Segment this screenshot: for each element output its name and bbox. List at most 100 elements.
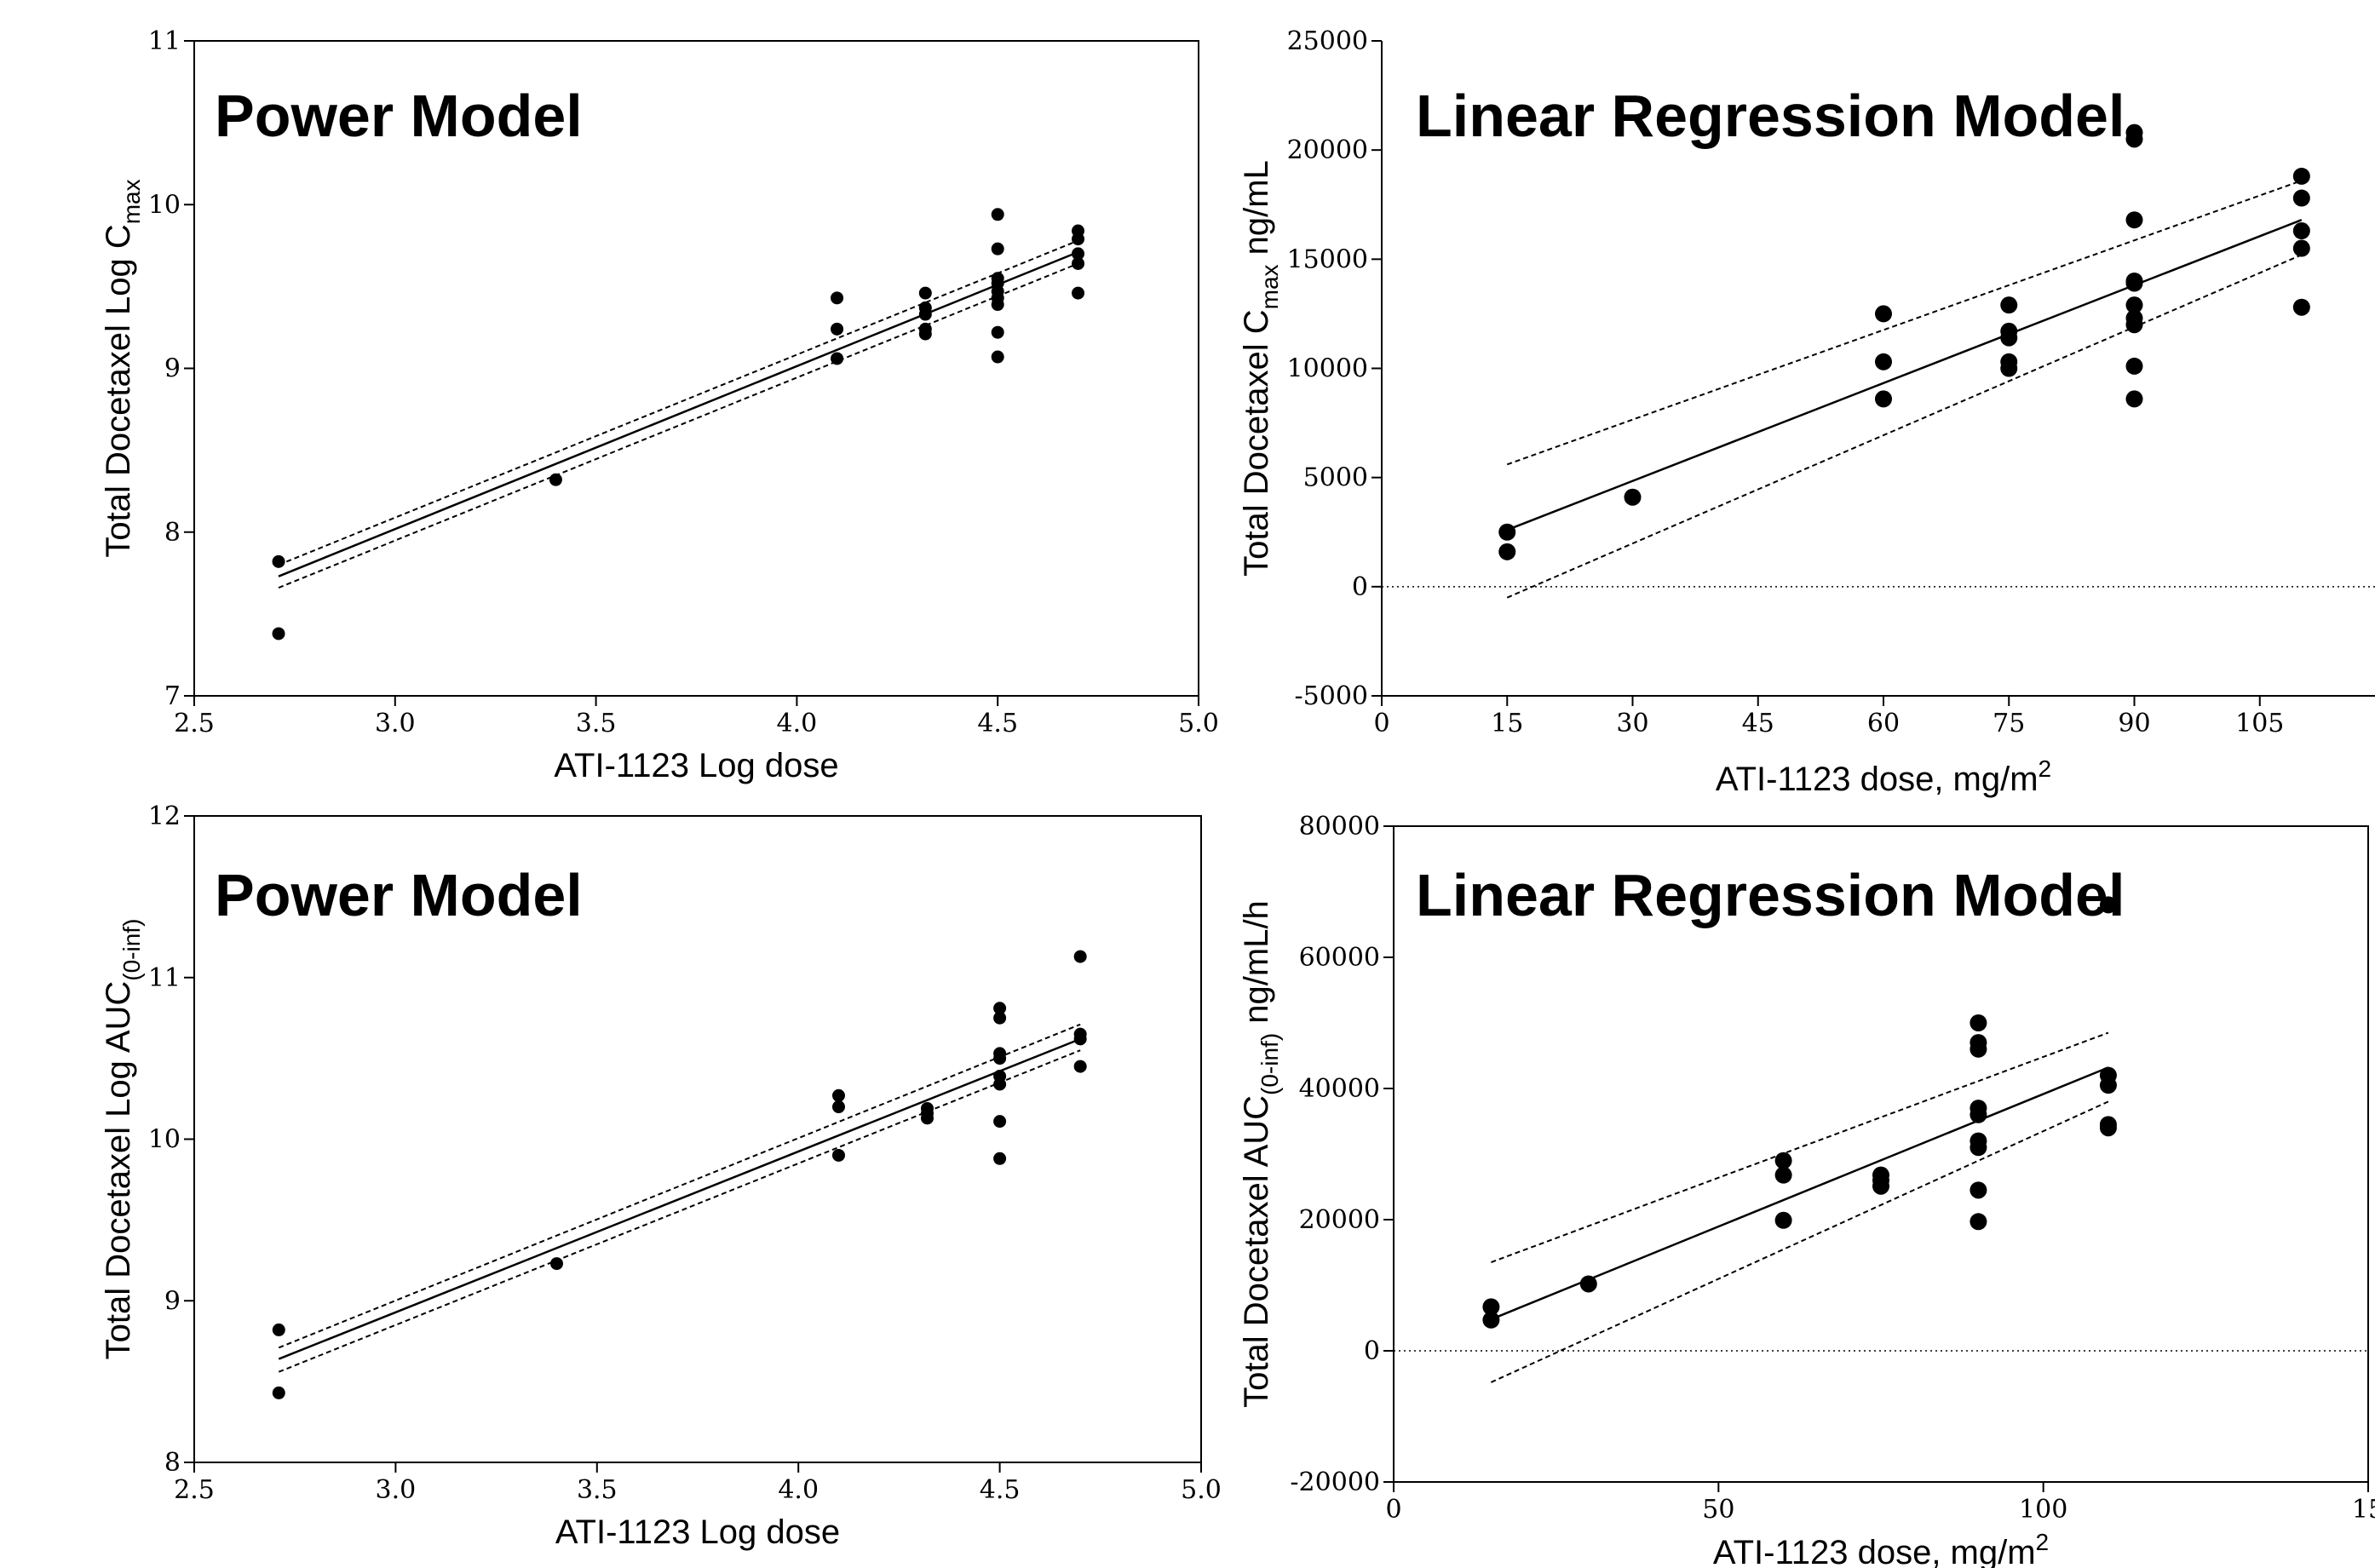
x-tick-label: 3.5 [576,709,617,738]
data-point [1774,1152,1792,1169]
x-axis-label-main: ATI-1123 dose, mg/m [1713,1534,2036,1568]
ci-upper-line [278,1023,1081,1349]
x-tick-label: 15 [1491,709,1523,738]
data-point [993,1077,1007,1091]
ci-lower-line [1506,254,2303,599]
y-axis-label-main: Total Docetaxel Log AUC [100,981,137,1360]
y-axis-label-suffix: ng/mL [1238,160,1275,264]
y-axis-label-sub: (0-inf) [1257,1033,1283,1095]
data-point [272,554,285,568]
y-tick-label: 20000 [1287,135,1368,165]
data-point [2000,296,2018,314]
data-point [2125,274,2143,292]
data-point [993,1052,1007,1065]
y-axis-label-sub: max [1257,264,1283,309]
y-tick-label: 10 [148,1125,181,1155]
y-axis-label: Total Docetaxel AUC(0-inf) ng/mL/h [1238,900,1283,1408]
y-axis-label-main: Total Docetaxel Log C [100,224,137,557]
data-point [1970,1106,1987,1123]
data-point [2000,329,2018,347]
y-axis-label-suffix: ng/mL/h [1238,900,1275,1033]
x-tick-label: 105 [2235,709,2284,738]
x-axis-label: ATI-1123 dose, mg/m2 [1713,1529,2049,1568]
y-axis-label-main: Total Docetaxel C [1238,309,1275,576]
data-point [2125,316,2143,334]
y-axis-label: Total Docetaxel Log AUC(0-inf) [100,919,145,1360]
y-tick-label: 11 [148,963,181,993]
x-tick-label: 75 [1993,709,2025,738]
data-point [2125,130,2143,148]
ci-lower-line [278,1049,1081,1373]
data-point [1970,1014,1987,1031]
y-tick-label: 25000 [1287,26,1368,56]
x-tick-label: 4.5 [977,709,1018,738]
x-axis-label-main: ATI-1123 dose, mg/m [1716,761,2039,798]
x-tick-label: 100 [2019,1495,2067,1525]
y-tick-label: -5000 [1295,681,1368,711]
x-tick-label: 30 [1616,709,1648,738]
x-tick-label: 0 [1373,709,1389,738]
data-point [2099,1119,2117,1137]
x-tick-label: 2.5 [174,709,215,738]
data-point [2099,896,2117,914]
chart-panel-1: 2.5 3.0 3.5 4.0 4.5 5.0 7 8 9 10 11 Power Model ATI-… [100,26,1219,784]
x-tick-label: 4.0 [777,709,818,738]
data-point [831,352,844,365]
data-point [2292,298,2310,316]
panel-title: Power Model [215,83,583,149]
data-point [993,1002,1007,1015]
data-point [831,1088,845,1102]
data-point [993,1011,1007,1025]
x-axis-label-sup: 2 [2036,1529,2050,1555]
y-tick-label: 10000 [1287,354,1368,384]
data-point [1073,1060,1087,1073]
data-point [2125,390,2143,408]
chart-panel-2: 01530456075901051-5000050001000015000200… [1238,26,2375,798]
data-point [1073,1032,1087,1046]
data-point [2125,211,2143,229]
data-point [272,1323,285,1336]
y-tick-label: 12 [148,801,181,831]
data-point [1498,543,1516,560]
x-tick-label: 3.0 [376,1475,417,1505]
chart-panel-3: 2.5 3.0 3.5 4.0 4.5 5.0 8 9 10 11 12 Power Model ATI… [100,801,1222,1551]
data-point [831,1148,845,1162]
data-point [2000,359,2018,377]
x-axis-label: ATI-1123 Log dose [554,747,838,784]
y-tick-label: 9 [164,1286,181,1316]
x-tick-label: 60 [1867,709,1900,738]
data-point [1072,286,1085,300]
data-point [2292,167,2310,185]
y-tick-label: 7 [164,681,181,711]
x-tick-label: 50 [1702,1495,1734,1525]
data-point [1579,1275,1597,1293]
data-point [918,286,932,300]
data-point [831,1100,845,1114]
data-point [549,473,562,486]
x-axis-label-sup: 2 [2039,755,2052,782]
data-point [831,291,844,305]
ci-upper-line [1506,180,2303,466]
data-point [2099,1077,2117,1094]
data-point [1774,1211,1792,1229]
fit-line [278,250,1078,577]
y-tick-label: -20000 [1290,1467,1380,1497]
data-point [993,1115,1007,1129]
x-tick-label: 45 [1742,709,1774,738]
data-point [1875,390,1892,408]
y-tick-label: 15000 [1287,244,1368,274]
data-point [1482,1311,1500,1329]
data-point [1072,233,1085,246]
y-tick-label: 8 [164,518,181,548]
data-point [1624,488,1642,506]
data-point [831,322,844,336]
ci-upper-line [278,239,1078,566]
data-point [1970,1139,1987,1157]
data-point [2292,189,2310,207]
data-point [2125,357,2143,375]
data-point [1073,950,1087,963]
data-point [991,298,1004,312]
data-point [2125,296,2143,314]
panel-title: Linear Regression Model [1416,83,2125,149]
